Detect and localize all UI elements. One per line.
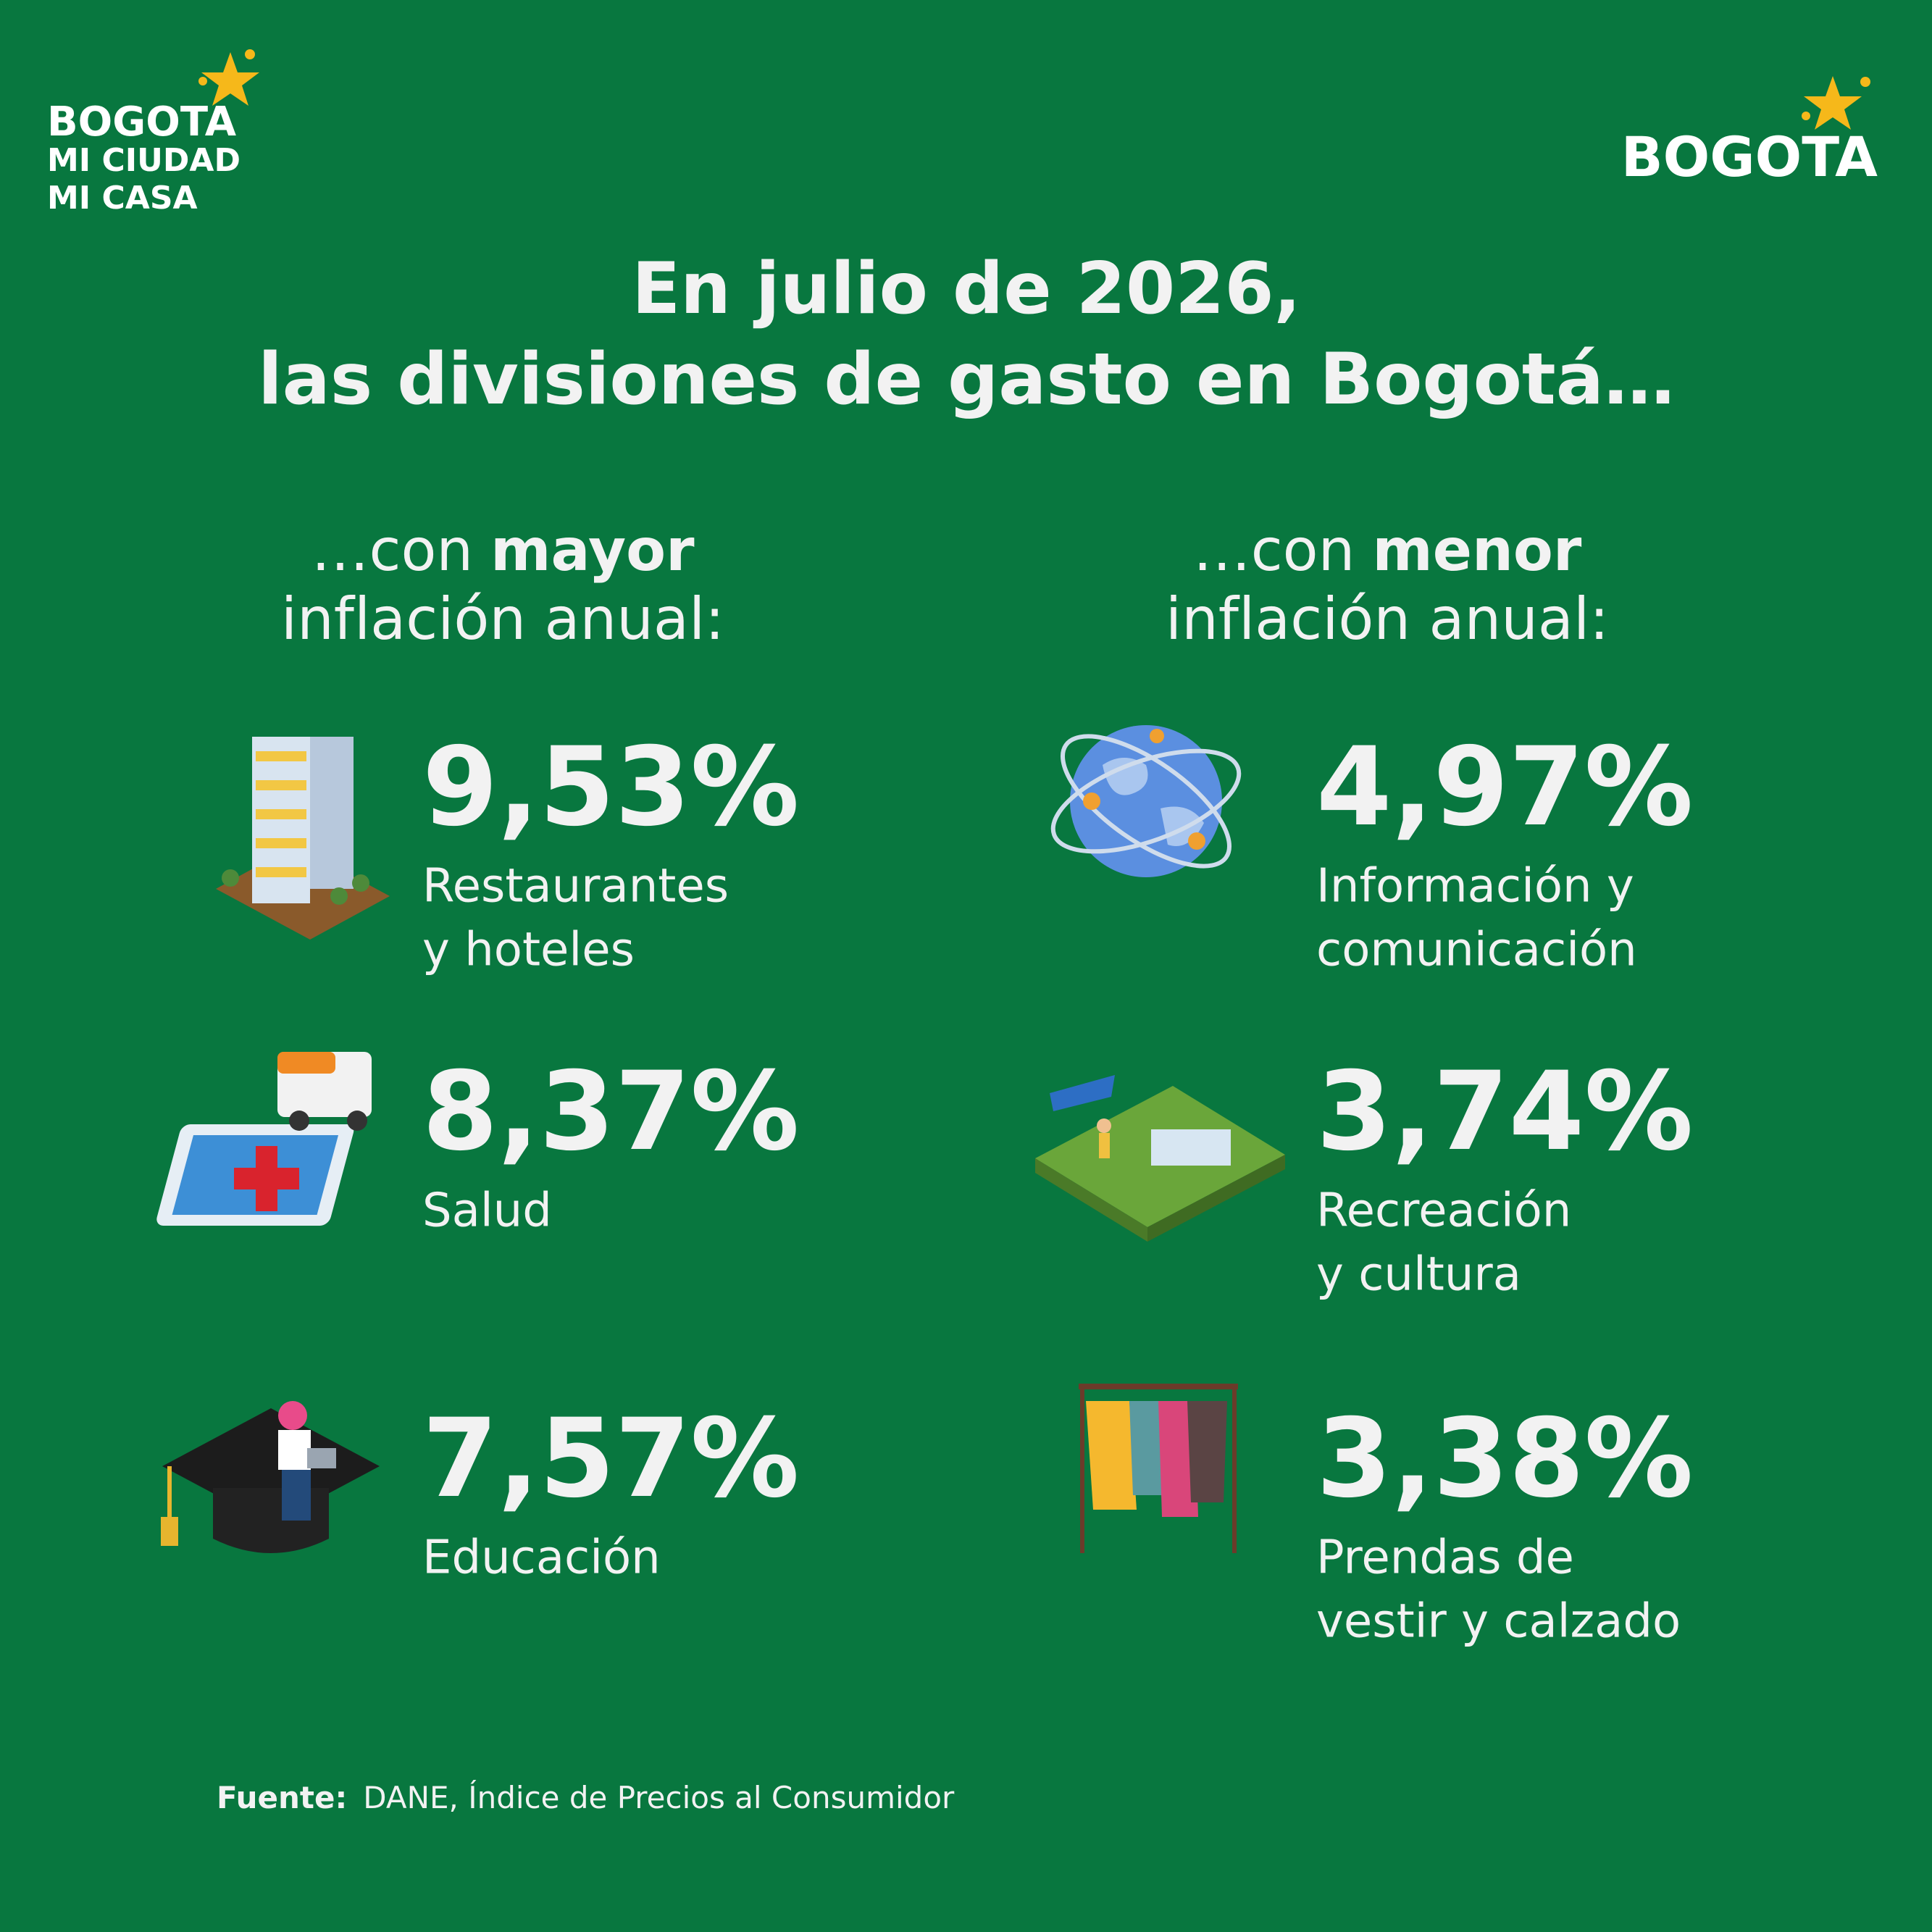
item-label: Restaurantes [422, 860, 729, 913]
item-label: y cultura [1316, 1248, 1521, 1302]
column-heading-line2: inflación anual: [1166, 585, 1609, 653]
globe-icon [1050, 725, 1242, 877]
hotel-icon [216, 737, 390, 940]
logo-stars [198, 49, 1870, 130]
heading-emphasis: menor [1372, 517, 1582, 584]
source: Fuente: DANE, Índice de Precios al Consum… [217, 1779, 955, 1815]
source-label: Fuente: [217, 1780, 347, 1815]
title-line: En julio de 2026, [632, 248, 1301, 330]
education-icon [161, 1401, 380, 1553]
item-label: vestir y calzado [1316, 1595, 1681, 1649]
logo-left-line: BOGOTA [47, 99, 237, 146]
clothing-icon [1079, 1384, 1238, 1553]
column-heading-line2: inflación anual: [281, 585, 724, 653]
logo-left-line: MI CASA [47, 180, 198, 217]
item-label: Salud [422, 1184, 552, 1238]
item-label: Recreación [1316, 1184, 1571, 1238]
heading-emphasis: mayor [490, 517, 695, 584]
item-value: 4,97% [1316, 724, 1693, 850]
item-value: 9,53% [422, 724, 799, 850]
recreation-icon [1035, 1075, 1285, 1242]
column-heading: …con menor [1193, 517, 1582, 584]
item-value: 3,38% [1316, 1396, 1693, 1522]
logo-right: BOGOTA [1621, 125, 1878, 189]
item-label: y hoteles [422, 924, 635, 977]
item-value: 3,74% [1316, 1049, 1693, 1175]
item-label: Información y [1316, 860, 1634, 913]
item-value: 8,37% [422, 1049, 799, 1175]
item-label: Educación [422, 1531, 661, 1585]
heading-prefix: …con [1193, 517, 1355, 584]
column-heading: …con mayor [311, 517, 695, 584]
item-label: Prendas de [1316, 1531, 1574, 1585]
heading-prefix: …con [311, 517, 473, 584]
item-value: 7,57% [422, 1396, 799, 1522]
health-icon [156, 1052, 372, 1226]
title-line: las divisiones de gasto en Bogotá… [258, 338, 1675, 421]
source-text: DANE, Índice de Precios al Consumidor [363, 1779, 955, 1815]
logo-left-line: MI CIUDAD [47, 142, 241, 179]
item-label: comunicación [1316, 924, 1637, 977]
